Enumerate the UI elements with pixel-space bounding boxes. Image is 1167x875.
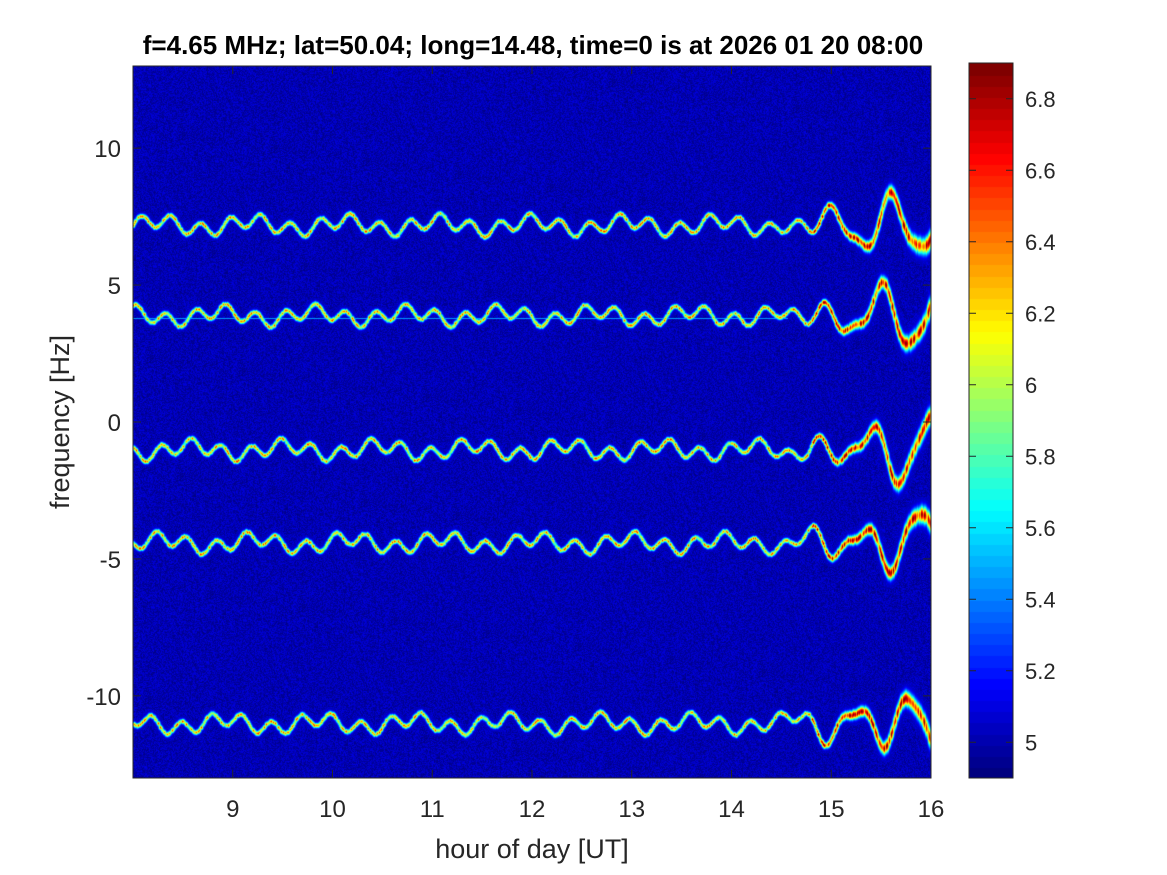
y-axis: -10 -5 0 5 10 (86, 136, 931, 711)
colorbar-tick-label: 6 (1025, 373, 1037, 398)
colorbar-tick-label: 5.6 (1025, 516, 1056, 541)
chart-title: f=4.65 MHz; lat=50.04; long=14.48, time=… (143, 30, 923, 60)
x-tick-label: 9 (226, 796, 239, 823)
colorbar-frame (968, 62, 1014, 779)
x-tick-label: 15 (818, 796, 845, 823)
spectrogram-plot-area (133, 66, 931, 778)
colorbar-tick-label: 5.4 (1025, 587, 1056, 612)
colorbar-tick-label: 6.6 (1025, 158, 1056, 183)
colorbar-tick-label: 6.8 (1025, 87, 1056, 112)
colorbar-gradient (969, 63, 1013, 778)
colorbar-tick-label: 6.4 (1025, 230, 1056, 255)
colorbar-tick-label: 5.2 (1025, 659, 1056, 684)
y-tick-label: -10 (86, 684, 121, 711)
x-tick-label: 12 (519, 796, 546, 823)
spectrogram-image (133, 66, 931, 778)
colorbar-tick-label: 6.2 (1025, 301, 1056, 326)
y-tick-label: -5 (100, 547, 121, 574)
colorbar-tick-label: 5.8 (1025, 444, 1056, 469)
y-axis-label: frequency [Hz] (45, 335, 75, 509)
x-tick-label: 11 (420, 796, 445, 823)
colorbar (969, 63, 1013, 778)
colorbar-ticks: 5 5.2 5.4 5.6 5.8 6 6.2 6.4 6.6 6.8 (969, 87, 1056, 755)
y-tick-label: 5 (108, 273, 121, 300)
x-tick-label: 16 (918, 796, 945, 823)
x-tick-label: 14 (718, 796, 745, 823)
x-axis-label: hour of day [UT] (435, 834, 629, 864)
x-tick-label: 13 (618, 796, 645, 823)
y-tick-label: 10 (94, 136, 121, 163)
x-axis: 9 10 11 12 13 14 15 16 (226, 66, 944, 823)
colorbar-tick-label: 5 (1025, 730, 1037, 755)
y-tick-label: 0 (108, 410, 121, 437)
x-tick-label: 10 (319, 796, 346, 823)
